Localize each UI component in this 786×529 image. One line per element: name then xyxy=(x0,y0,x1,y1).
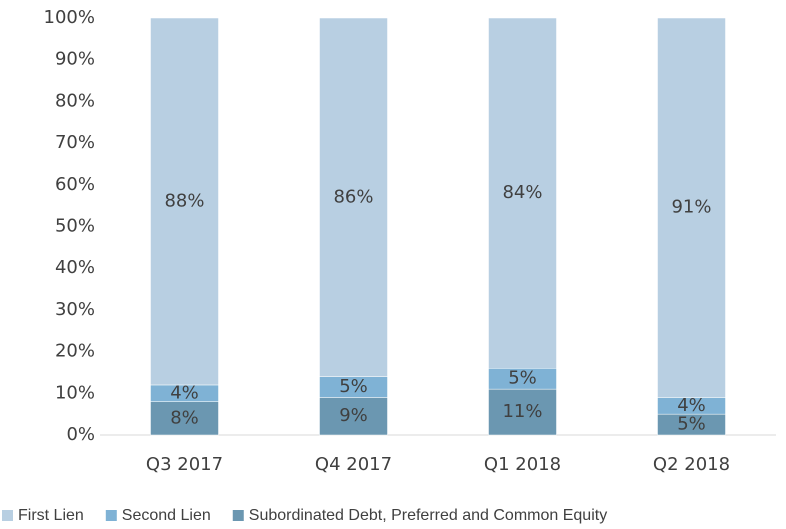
bar-segment xyxy=(319,17,388,377)
y-tick-label: 30% xyxy=(55,299,95,320)
y-tick-label: 10% xyxy=(55,382,95,403)
data-label: 8% xyxy=(170,407,199,428)
legend-label: Subordinated Debt, Preferred and Common … xyxy=(249,507,607,524)
y-tick-label: 40% xyxy=(55,257,95,278)
data-label: 5% xyxy=(677,414,706,435)
data-label: 86% xyxy=(333,186,373,207)
data-label: 91% xyxy=(671,197,711,218)
y-tick-label: 80% xyxy=(55,90,95,111)
bar-segment xyxy=(488,388,557,436)
bar-segment xyxy=(657,17,726,398)
y-tick-label: 70% xyxy=(55,132,95,153)
bar-segment xyxy=(488,17,557,369)
y-tick-label: 20% xyxy=(55,341,95,362)
data-label: 11% xyxy=(502,401,542,422)
data-label: 5% xyxy=(508,368,537,389)
x-tick-label: Q1 2018 xyxy=(484,454,561,475)
x-tick-label: Q4 2017 xyxy=(315,454,392,475)
legend-swatch xyxy=(2,510,13,521)
bar-segment xyxy=(319,397,388,436)
y-tick-label: 50% xyxy=(55,216,95,237)
data-label: 4% xyxy=(677,395,706,416)
y-tick-label: 90% xyxy=(55,49,95,70)
y-tick-label: 60% xyxy=(55,174,95,195)
data-label: 4% xyxy=(170,382,199,403)
bar-segment xyxy=(150,401,219,436)
bar-segment xyxy=(150,17,219,386)
legend-swatch xyxy=(105,510,117,521)
legend-label: First Lien xyxy=(18,507,84,524)
x-tick-label: Q2 2018 xyxy=(653,454,730,475)
data-label: 84% xyxy=(502,182,542,203)
legend-swatch xyxy=(232,510,244,521)
x-tick-label: Q3 2017 xyxy=(146,454,223,475)
y-tick-label: 100% xyxy=(44,7,95,28)
legend-label: Second Lien xyxy=(122,507,211,524)
y-tick-label: 0% xyxy=(66,424,95,445)
data-label: 9% xyxy=(339,405,368,426)
data-label: 88% xyxy=(164,190,204,211)
data-label: 5% xyxy=(339,376,368,397)
